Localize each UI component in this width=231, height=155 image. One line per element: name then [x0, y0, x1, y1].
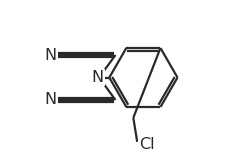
- Text: N: N: [92, 70, 104, 85]
- Text: Cl: Cl: [140, 137, 155, 152]
- Text: N: N: [45, 93, 57, 107]
- Text: N: N: [45, 48, 57, 62]
